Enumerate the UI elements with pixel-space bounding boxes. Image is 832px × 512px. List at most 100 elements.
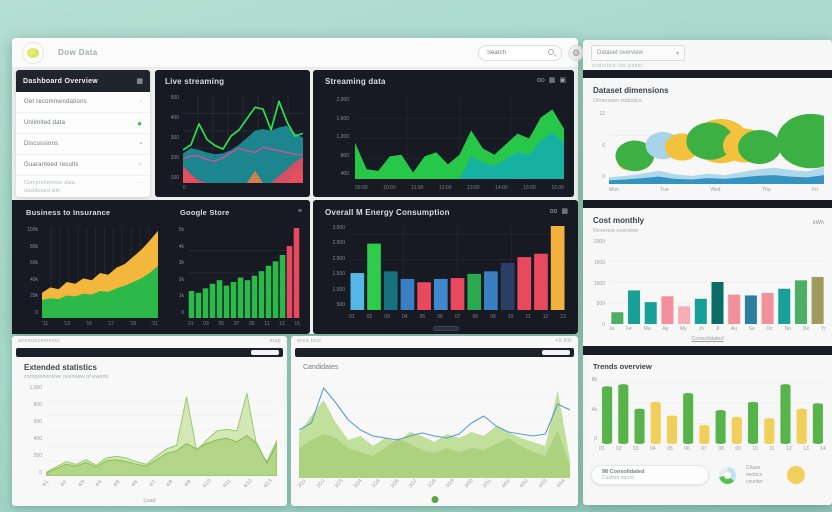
tick-label: 600 xyxy=(33,419,42,425)
tick-label: 3/21 xyxy=(296,478,308,490)
tick-label: 100k xyxy=(27,227,38,233)
sidebar-title: Dashboard Overview xyxy=(23,77,99,85)
tick-label: 10:00 xyxy=(383,185,396,191)
section-subtitle: Revenue overview xyxy=(593,228,639,234)
tick-label: 02 xyxy=(366,314,373,320)
tick-label: 4/7 xyxy=(147,479,157,489)
chart-b-title: Google Store xyxy=(180,208,230,217)
tick-label: Ap xyxy=(662,326,669,332)
tick-label: 11:00 xyxy=(411,185,424,191)
tick-label: 3/27 xyxy=(407,478,419,490)
tick-label: 15 xyxy=(294,321,300,327)
sidebar-item-label: Unlimited data xyxy=(24,120,66,126)
tick-label: 13 xyxy=(279,321,285,327)
tick-label: 14:00 xyxy=(495,185,508,191)
card-dark-bar xyxy=(295,348,574,357)
tick-label: 1000 xyxy=(593,280,605,287)
panel-header-icons[interactable]: oo ▦ ▣ xyxy=(537,77,566,84)
tick-label: Fri xyxy=(812,187,818,193)
tick-label: 04 xyxy=(650,446,656,452)
settings-button[interactable]: ⚙ xyxy=(568,45,584,61)
tick-label: 2k xyxy=(178,276,184,283)
tick-label: 03 xyxy=(633,446,639,452)
pager-pill[interactable] xyxy=(432,326,459,331)
tick-label: 8k xyxy=(591,377,597,383)
sidebar-item-recommendations[interactable]: Get recommendations ▫ xyxy=(16,92,150,113)
dark-bar-pill[interactable] xyxy=(251,350,279,355)
card-candidates: area tour +0.5% Candidates 3/21 3/22 3/23 3… xyxy=(291,336,578,506)
x-axis-title: Load xyxy=(143,498,156,504)
caption-line: metrics xyxy=(746,471,763,478)
dataset-select[interactable]: Dataset overview ▾ xyxy=(591,45,685,61)
tick-label: 4/03 xyxy=(537,478,549,490)
y-axis: 100k 80k 60k 40k 20k 0 xyxy=(16,228,38,316)
tick-label: 01 xyxy=(188,321,194,327)
tick-label: 04 xyxy=(401,314,408,320)
sidebar-item-label: Get recommendations xyxy=(24,99,87,105)
tick-label: 15:00 xyxy=(523,185,536,191)
tick-label: 3/25 xyxy=(370,478,382,490)
sidebar-item-discussions[interactable]: Discussions ▪ xyxy=(16,134,150,155)
circle-icon: ○ xyxy=(138,162,142,168)
sidebar-item-guaranteed-results[interactable]: Guaranteed results ○ xyxy=(16,155,150,176)
app-title: Dow Data xyxy=(58,48,98,57)
x-axis: '11 '13 '15 '17 '19 '21 xyxy=(42,322,158,327)
sidebar-footer-line: Comprehensive data xyxy=(24,180,75,186)
gear-icon: ⚙ xyxy=(571,47,581,58)
tick-label: 4/12 xyxy=(242,478,254,490)
yellow-indicator-icon xyxy=(786,466,805,484)
tick-label: 2000 xyxy=(593,239,605,245)
legend-label: kWh xyxy=(813,220,824,226)
tick-label: 0 xyxy=(602,174,605,180)
microbar-right-label[interactable]: map xyxy=(269,338,281,344)
report-pill[interactable]: 98 Consolidated Custom report xyxy=(591,465,709,485)
tick-label: 100 xyxy=(170,175,179,181)
sidebar-item-label: Discussions xyxy=(24,141,59,147)
consolidated-link[interactable]: Consolidated xyxy=(691,336,724,342)
panel-menu-icon[interactable]: ≡ xyxy=(297,208,302,215)
panel-action-icon: ▦ xyxy=(548,77,556,84)
tick-label: 03 xyxy=(203,321,209,327)
sidebar-item-label: Guaranteed results xyxy=(24,162,79,168)
tick-label: Yr xyxy=(820,326,826,332)
tick-label: '15 xyxy=(85,321,93,327)
tick-label: 80k xyxy=(29,243,38,250)
sidebar-item-unlimited-data[interactable]: Unlimited data ● xyxy=(16,113,150,134)
main-window: Dow Data ⚙ Dashboard Overview ▦ Get reco… xyxy=(12,38,584,334)
tick-label: '13 xyxy=(63,321,71,327)
tick-label: 400 xyxy=(33,436,42,442)
tick-label: 2,000 xyxy=(332,255,345,262)
sidebar-card: Dashboard Overview ▦ Get recommendations… xyxy=(16,70,150,197)
marker-icon: ▪ xyxy=(139,141,142,147)
status-dot-icon xyxy=(431,496,438,503)
tick-label: Jn xyxy=(698,326,704,332)
card-dark-bar xyxy=(16,348,283,357)
tick-label: 07 xyxy=(701,446,707,452)
sidebar-footer-line: dashboard site xyxy=(24,188,61,195)
tick-label: 400 xyxy=(340,171,349,177)
tick-label: 3/29 xyxy=(444,478,456,490)
more-icon[interactable]: … xyxy=(136,179,142,185)
panel-action-icon: ▦ xyxy=(561,208,568,215)
tick-label: 05 xyxy=(218,321,225,327)
tick-label: 2,500 xyxy=(332,240,345,247)
search-icon[interactable] xyxy=(548,49,554,55)
panel-live-streaming: Live streaming 500 400 300 200 100 0 xyxy=(155,70,310,197)
tick-label: Wed xyxy=(710,187,721,193)
tick-label: 4/3 xyxy=(76,479,86,489)
tick-label: 14 xyxy=(820,446,826,452)
microbar-left-label: area tour xyxy=(297,338,322,344)
tick-label: 11 xyxy=(769,446,775,452)
tick-label: 4/10 xyxy=(201,478,213,490)
grid-icon[interactable]: ▦ xyxy=(136,78,143,85)
dark-bar-pill[interactable] xyxy=(542,350,570,355)
search-input[interactable] xyxy=(478,45,562,61)
tick-label: 4k xyxy=(591,406,597,413)
panel-header-icons[interactable]: oo ▦ xyxy=(550,208,568,215)
report-pill-title: 98 Consolidated xyxy=(602,469,645,475)
card-microbar: area tour +0.5% xyxy=(297,338,572,344)
app-logo[interactable] xyxy=(22,42,44,64)
window-topbar: Dow Data ⚙ xyxy=(12,38,584,68)
streaming-data-chart xyxy=(355,98,564,179)
section-title: Trends overview xyxy=(593,362,652,371)
